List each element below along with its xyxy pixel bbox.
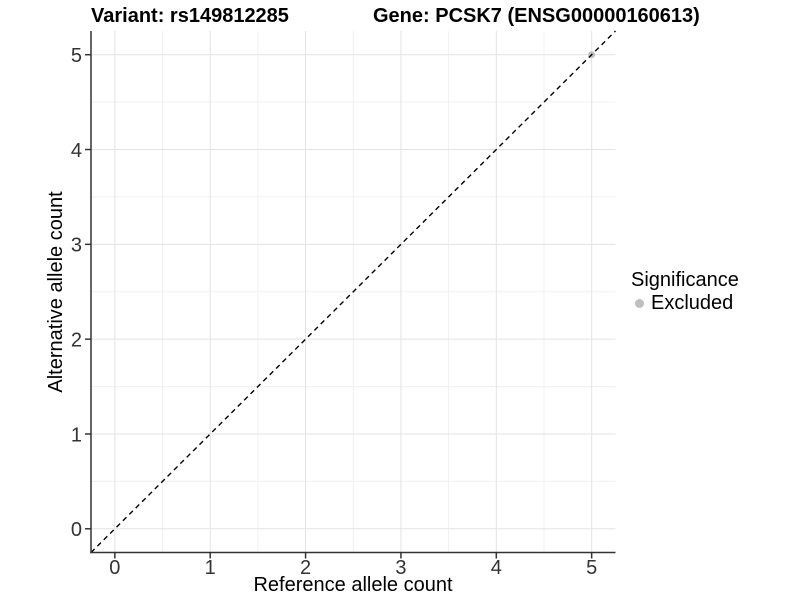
variant-title: Variant: rs149812285 xyxy=(91,5,289,27)
y-tick-label: 5 xyxy=(71,45,82,67)
excluded-point-icon xyxy=(635,298,644,308)
x-tick-label: 3 xyxy=(395,557,406,579)
axes xyxy=(85,31,616,559)
legend-item-excluded: Excluded xyxy=(631,292,739,314)
x-tick-label: 5 xyxy=(586,557,597,579)
x-tick-label: 1 xyxy=(205,557,216,579)
y-tick-label: 2 xyxy=(71,329,82,351)
legend-item-label: Excluded xyxy=(651,292,734,314)
data-layer xyxy=(90,30,616,553)
x-tick-label: 2 xyxy=(300,557,311,579)
legend: Significance Excluded xyxy=(631,268,739,314)
y-tick-label: 1 xyxy=(71,424,82,446)
y-tick-label: 0 xyxy=(71,519,82,541)
y-tick-label: 3 xyxy=(71,235,82,257)
y-axis-title: Alternative allele count xyxy=(45,191,67,393)
gene-title: Gene: PCSK7 (ENSG00000160613) xyxy=(373,5,700,27)
x-tick-label: 4 xyxy=(491,557,502,579)
axis-tick-labels: 0 1 2 3 4 5 0 1 2 3 4 5 xyxy=(71,45,597,579)
y-tick-label: 4 xyxy=(71,140,82,162)
x-axis-title: Reference allele count xyxy=(253,574,452,596)
legend-title: Significance xyxy=(631,269,739,291)
x-tick-label: 0 xyxy=(109,557,120,579)
gridlines xyxy=(91,31,616,553)
identity-reference-line xyxy=(90,30,616,553)
